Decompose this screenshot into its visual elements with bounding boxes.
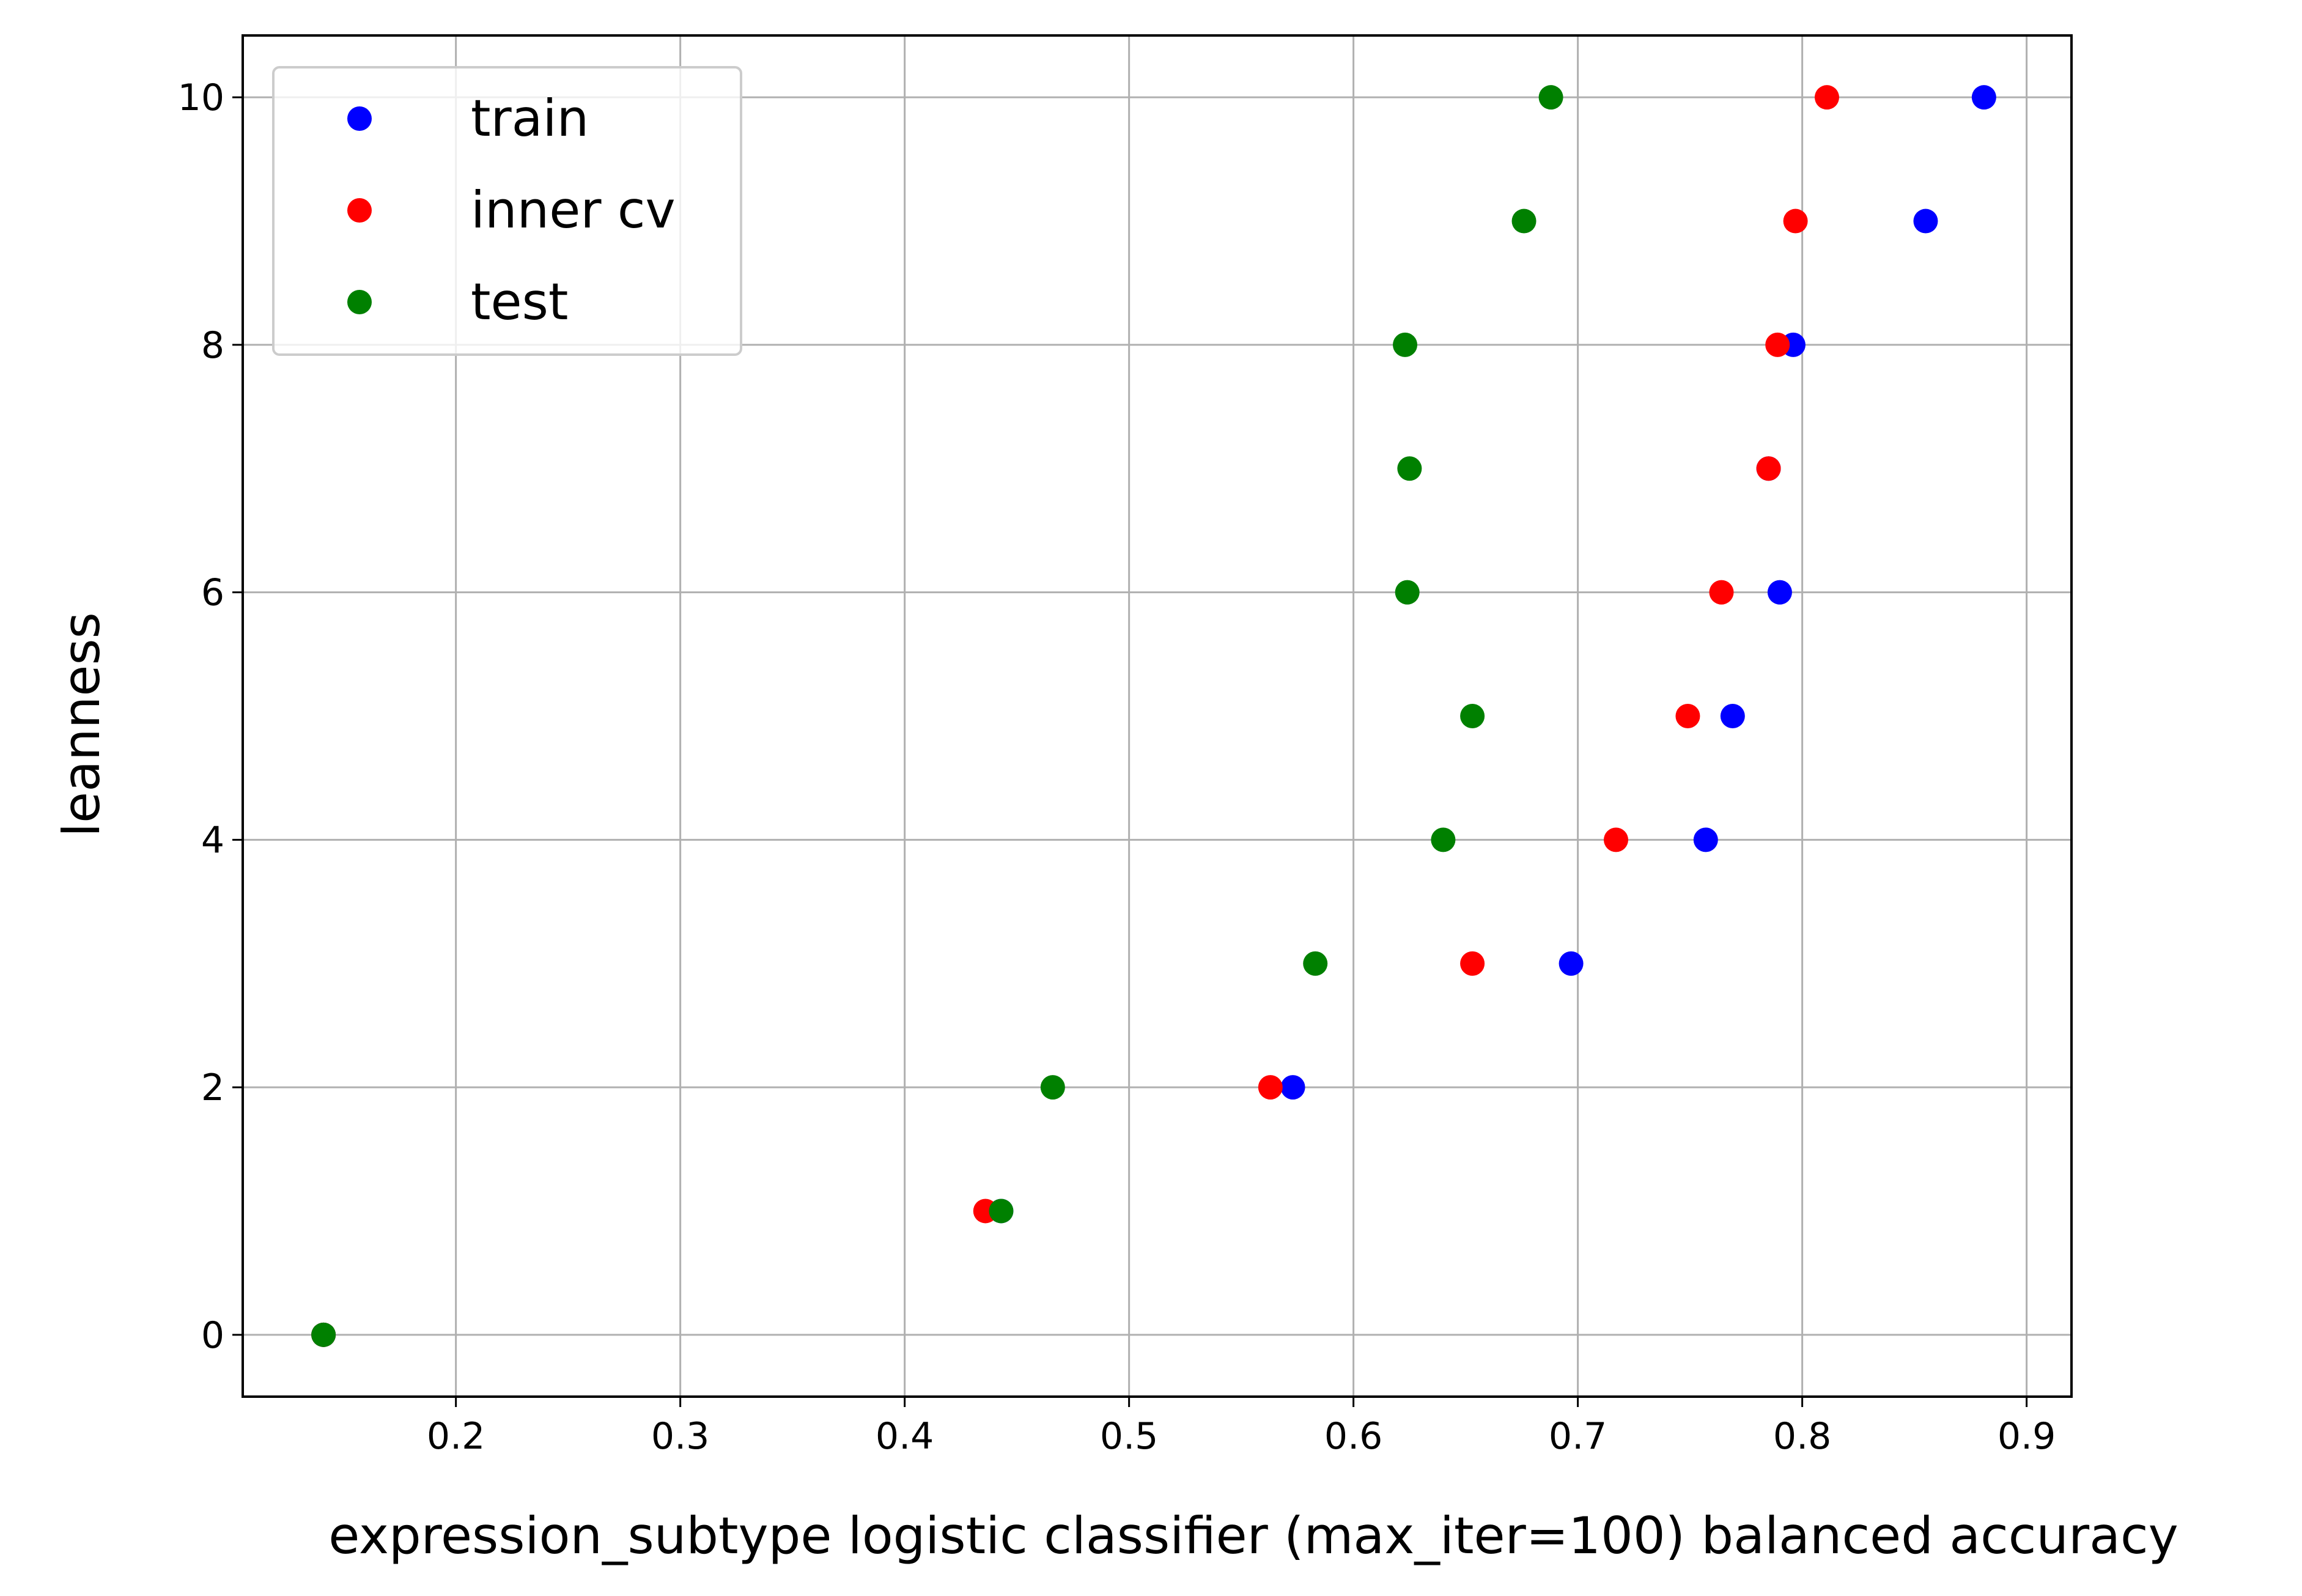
legend-marker-inner-cv [347,198,372,223]
point-inner-cv [1756,456,1781,481]
point-train [1913,209,1938,234]
y-axis-label: leanness [52,612,111,837]
point-train [1720,704,1745,728]
y-tick-label: 10 [178,76,224,119]
x-tick-label: 0.7 [1549,1415,1607,1458]
point-test [311,1322,336,1347]
point-inner-cv [1258,1075,1283,1100]
points-layer [311,85,1996,1347]
legend-marker-test [347,290,372,314]
y-tick-label: 4 [201,819,224,862]
point-test [1040,1075,1065,1100]
point-inner-cv [1814,85,1839,110]
point-inner-cv [1460,951,1485,976]
y-tick-label: 0 [201,1314,224,1357]
x-tick-label: 0.2 [427,1415,485,1458]
x-tick-label: 0.5 [1100,1415,1158,1458]
point-test [1303,951,1328,976]
point-test [1395,580,1420,605]
legend-label-test: test [471,272,568,331]
point-train [1693,827,1718,852]
y-tick-label: 6 [201,572,224,615]
legend-box [272,66,742,356]
series-test [311,85,1563,1347]
legend-marker-train [347,106,372,131]
point-test [989,1199,1014,1224]
ticks-layer: 0.2 0.3 0.4 0.5 0.6 0.7 0.8 0.9 0 2 4 6 8 10 [178,76,2056,1458]
plot-frame [242,34,2073,1398]
legend-entries: train inner cv test [347,89,676,331]
x-tick-label: 0.3 [651,1415,709,1458]
point-inner-cv [1675,704,1700,728]
point-inner-cv [1765,332,1790,357]
legend-label-inner-cv: inner cv [471,180,676,240]
point-test [1460,704,1485,728]
point-inner-cv [1604,827,1629,852]
x-axis-label: expression_subtype logistic classifier (… [328,1506,2178,1565]
y-tick-label: 2 [201,1066,224,1109]
point-test [1511,209,1537,234]
x-tick-label: 0.9 [1998,1415,2056,1458]
point-test [1431,827,1456,852]
legend-label-train: train [471,89,589,148]
point-train [1971,85,1996,110]
y-tick-label: 8 [201,324,224,367]
x-tick-label: 0.4 [876,1415,934,1458]
point-test [1397,456,1422,481]
point-inner-cv [1783,209,1808,234]
point-train [1280,1075,1305,1100]
legend: train inner cv test [272,66,742,356]
point-test [1538,85,1563,110]
point-train [1559,951,1584,976]
x-tick-label: 0.8 [1773,1415,1831,1458]
point-inner-cv [1709,580,1734,605]
x-tick-label: 0.6 [1324,1415,1382,1458]
point-test [1393,332,1418,357]
point-train [1767,580,1792,605]
